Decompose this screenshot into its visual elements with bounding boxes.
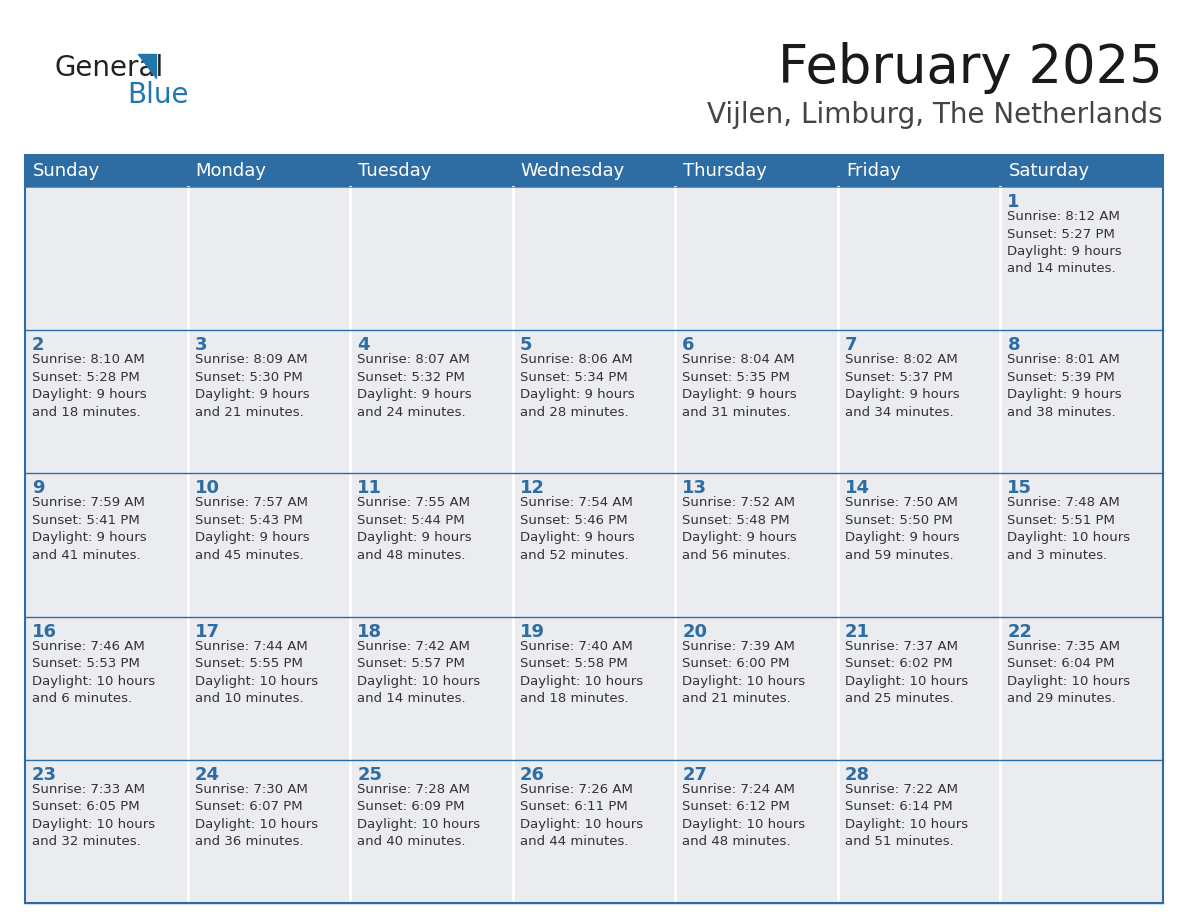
Text: Sunrise: 7:33 AM
Sunset: 6:05 PM
Daylight: 10 hours
and 32 minutes.: Sunrise: 7:33 AM Sunset: 6:05 PM Dayligh… xyxy=(32,783,156,848)
Text: Sunrise: 7:59 AM
Sunset: 5:41 PM
Daylight: 9 hours
and 41 minutes.: Sunrise: 7:59 AM Sunset: 5:41 PM Dayligh… xyxy=(32,497,146,562)
Text: 4: 4 xyxy=(358,336,369,354)
Text: Blue: Blue xyxy=(127,81,189,109)
Text: Saturday: Saturday xyxy=(1009,162,1089,180)
Text: 19: 19 xyxy=(519,622,545,641)
Text: 15: 15 xyxy=(1007,479,1032,498)
Text: 11: 11 xyxy=(358,479,383,498)
Text: 18: 18 xyxy=(358,622,383,641)
Text: Sunrise: 8:07 AM
Sunset: 5:32 PM
Daylight: 9 hours
and 24 minutes.: Sunrise: 8:07 AM Sunset: 5:32 PM Dayligh… xyxy=(358,353,472,419)
Text: Sunrise: 7:37 AM
Sunset: 6:02 PM
Daylight: 10 hours
and 25 minutes.: Sunrise: 7:37 AM Sunset: 6:02 PM Dayligh… xyxy=(845,640,968,705)
Text: Sunrise: 8:01 AM
Sunset: 5:39 PM
Daylight: 9 hours
and 38 minutes.: Sunrise: 8:01 AM Sunset: 5:39 PM Dayligh… xyxy=(1007,353,1121,419)
Text: 20: 20 xyxy=(682,622,707,641)
Text: Tuesday: Tuesday xyxy=(358,162,431,180)
Text: 24: 24 xyxy=(195,766,220,784)
Text: Sunrise: 7:28 AM
Sunset: 6:09 PM
Daylight: 10 hours
and 40 minutes.: Sunrise: 7:28 AM Sunset: 6:09 PM Dayligh… xyxy=(358,783,480,848)
Text: Sunrise: 8:04 AM
Sunset: 5:35 PM
Daylight: 9 hours
and 31 minutes.: Sunrise: 8:04 AM Sunset: 5:35 PM Dayligh… xyxy=(682,353,797,419)
Bar xyxy=(25,155,1163,903)
Text: Sunrise: 7:48 AM
Sunset: 5:51 PM
Daylight: 10 hours
and 3 minutes.: Sunrise: 7:48 AM Sunset: 5:51 PM Dayligh… xyxy=(1007,497,1131,562)
Text: Friday: Friday xyxy=(846,162,901,180)
Text: 7: 7 xyxy=(845,336,858,354)
Text: Sunrise: 7:52 AM
Sunset: 5:48 PM
Daylight: 9 hours
and 56 minutes.: Sunrise: 7:52 AM Sunset: 5:48 PM Dayligh… xyxy=(682,497,797,562)
Text: Sunrise: 7:22 AM
Sunset: 6:14 PM
Daylight: 10 hours
and 51 minutes.: Sunrise: 7:22 AM Sunset: 6:14 PM Dayligh… xyxy=(845,783,968,848)
Text: 27: 27 xyxy=(682,766,707,784)
Text: Sunrise: 7:39 AM
Sunset: 6:00 PM
Daylight: 10 hours
and 21 minutes.: Sunrise: 7:39 AM Sunset: 6:00 PM Dayligh… xyxy=(682,640,805,705)
Text: 16: 16 xyxy=(32,622,57,641)
Text: 9: 9 xyxy=(32,479,44,498)
Text: Sunrise: 8:06 AM
Sunset: 5:34 PM
Daylight: 9 hours
and 28 minutes.: Sunrise: 8:06 AM Sunset: 5:34 PM Dayligh… xyxy=(519,353,634,419)
Text: Sunrise: 7:40 AM
Sunset: 5:58 PM
Daylight: 10 hours
and 18 minutes.: Sunrise: 7:40 AM Sunset: 5:58 PM Dayligh… xyxy=(519,640,643,705)
Bar xyxy=(25,617,1163,760)
Text: General: General xyxy=(55,54,164,82)
Text: Sunrise: 7:42 AM
Sunset: 5:57 PM
Daylight: 10 hours
and 14 minutes.: Sunrise: 7:42 AM Sunset: 5:57 PM Dayligh… xyxy=(358,640,480,705)
Text: 8: 8 xyxy=(1007,336,1020,354)
Text: Sunrise: 7:44 AM
Sunset: 5:55 PM
Daylight: 10 hours
and 10 minutes.: Sunrise: 7:44 AM Sunset: 5:55 PM Dayligh… xyxy=(195,640,317,705)
Bar xyxy=(25,760,1163,903)
Text: 13: 13 xyxy=(682,479,707,498)
Text: Sunrise: 7:57 AM
Sunset: 5:43 PM
Daylight: 9 hours
and 45 minutes.: Sunrise: 7:57 AM Sunset: 5:43 PM Dayligh… xyxy=(195,497,309,562)
Polygon shape xyxy=(138,54,156,78)
Text: 6: 6 xyxy=(682,336,695,354)
Text: 17: 17 xyxy=(195,622,220,641)
Text: 5: 5 xyxy=(519,336,532,354)
Bar xyxy=(25,187,1163,330)
Bar xyxy=(25,330,1163,474)
Text: 3: 3 xyxy=(195,336,207,354)
Text: Sunrise: 7:55 AM
Sunset: 5:44 PM
Daylight: 9 hours
and 48 minutes.: Sunrise: 7:55 AM Sunset: 5:44 PM Dayligh… xyxy=(358,497,472,562)
Text: 12: 12 xyxy=(519,479,545,498)
Text: February 2025: February 2025 xyxy=(778,42,1163,94)
Text: 26: 26 xyxy=(519,766,545,784)
Text: Sunrise: 7:30 AM
Sunset: 6:07 PM
Daylight: 10 hours
and 36 minutes.: Sunrise: 7:30 AM Sunset: 6:07 PM Dayligh… xyxy=(195,783,317,848)
Text: Sunrise: 7:50 AM
Sunset: 5:50 PM
Daylight: 9 hours
and 59 minutes.: Sunrise: 7:50 AM Sunset: 5:50 PM Dayligh… xyxy=(845,497,960,562)
Bar xyxy=(25,155,1163,187)
Text: Sunrise: 8:10 AM
Sunset: 5:28 PM
Daylight: 9 hours
and 18 minutes.: Sunrise: 8:10 AM Sunset: 5:28 PM Dayligh… xyxy=(32,353,146,419)
Text: 14: 14 xyxy=(845,479,870,498)
Text: 10: 10 xyxy=(195,479,220,498)
Text: Monday: Monday xyxy=(196,162,266,180)
Text: Vijlen, Limburg, The Netherlands: Vijlen, Limburg, The Netherlands xyxy=(707,101,1163,129)
Text: 22: 22 xyxy=(1007,622,1032,641)
Text: Sunrise: 8:02 AM
Sunset: 5:37 PM
Daylight: 9 hours
and 34 minutes.: Sunrise: 8:02 AM Sunset: 5:37 PM Dayligh… xyxy=(845,353,960,419)
Text: Sunrise: 8:09 AM
Sunset: 5:30 PM
Daylight: 9 hours
and 21 minutes.: Sunrise: 8:09 AM Sunset: 5:30 PM Dayligh… xyxy=(195,353,309,419)
Text: Sunrise: 7:35 AM
Sunset: 6:04 PM
Daylight: 10 hours
and 29 minutes.: Sunrise: 7:35 AM Sunset: 6:04 PM Dayligh… xyxy=(1007,640,1131,705)
Text: Sunrise: 8:12 AM
Sunset: 5:27 PM
Daylight: 9 hours
and 14 minutes.: Sunrise: 8:12 AM Sunset: 5:27 PM Dayligh… xyxy=(1007,210,1121,275)
Text: 23: 23 xyxy=(32,766,57,784)
Text: Wednesday: Wednesday xyxy=(520,162,625,180)
Text: Sunday: Sunday xyxy=(33,162,100,180)
Text: Sunrise: 7:24 AM
Sunset: 6:12 PM
Daylight: 10 hours
and 48 minutes.: Sunrise: 7:24 AM Sunset: 6:12 PM Dayligh… xyxy=(682,783,805,848)
Bar xyxy=(25,474,1163,617)
Text: Thursday: Thursday xyxy=(683,162,767,180)
Text: 25: 25 xyxy=(358,766,383,784)
Text: Sunrise: 7:26 AM
Sunset: 6:11 PM
Daylight: 10 hours
and 44 minutes.: Sunrise: 7:26 AM Sunset: 6:11 PM Dayligh… xyxy=(519,783,643,848)
Text: Sunrise: 7:54 AM
Sunset: 5:46 PM
Daylight: 9 hours
and 52 minutes.: Sunrise: 7:54 AM Sunset: 5:46 PM Dayligh… xyxy=(519,497,634,562)
Text: 1: 1 xyxy=(1007,193,1020,211)
Text: Sunrise: 7:46 AM
Sunset: 5:53 PM
Daylight: 10 hours
and 6 minutes.: Sunrise: 7:46 AM Sunset: 5:53 PM Dayligh… xyxy=(32,640,156,705)
Text: 28: 28 xyxy=(845,766,870,784)
Text: 21: 21 xyxy=(845,622,870,641)
Text: 2: 2 xyxy=(32,336,44,354)
